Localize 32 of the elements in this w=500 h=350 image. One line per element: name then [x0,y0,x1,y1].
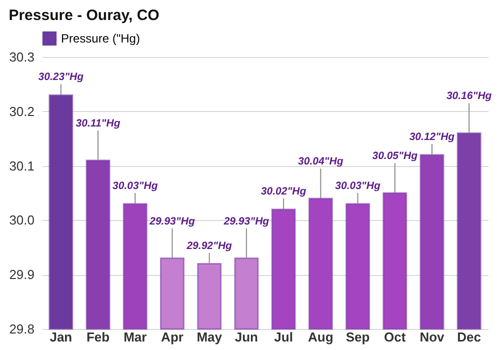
x-tick-label: Jul [274,330,293,344]
x-tick-label: Nov [420,330,446,344]
x-tick-label: Mar [124,330,147,344]
data-label: 30.03"Hg [112,180,158,192]
x-tick-label: Jun [234,330,258,344]
x-tick-label: Dec [457,330,482,344]
x-tick-label: Jan [50,330,72,344]
y-tick-label: 30.0 [9,212,34,228]
x-tick-label: May [196,330,223,344]
x-tick-label: Feb [86,330,110,344]
data-label: 29.93"Hg [222,215,270,228]
y-tick-label: 30.3 [9,50,34,64]
x-tick-label: Sep [346,330,370,344]
y-tick-label: 30.1 [9,158,34,174]
x-tick-label: Apr [161,330,184,344]
data-label: 30.16"Hg [446,90,492,102]
data-label: 30.05"Hg [372,150,418,162]
x-tick-label: Oct [384,330,406,344]
data-label: 30.12"Hg [409,131,456,144]
data-label: 30.11"Hg [76,117,121,130]
x-tick-label: Aug [308,330,334,344]
data-label: 29.93"Hg [148,215,196,228]
legend-label: Pressure ("Hg) [61,32,140,46]
data-label: 30.03"Hg [335,180,381,192]
chart-title: Pressure - Ouray, CO [8,7,160,24]
y-tick-label: 30.2 [9,104,34,119]
y-tick-label: 29.8 [9,322,34,336]
data-label: 30.04"Hg [298,156,344,168]
y-tick-label: 29.9 [9,267,34,282]
data-label: 29.92"Hg [186,240,233,252]
data-label: 30.23"Hg [38,71,84,84]
data-label: 30.02"Hg [260,185,307,198]
